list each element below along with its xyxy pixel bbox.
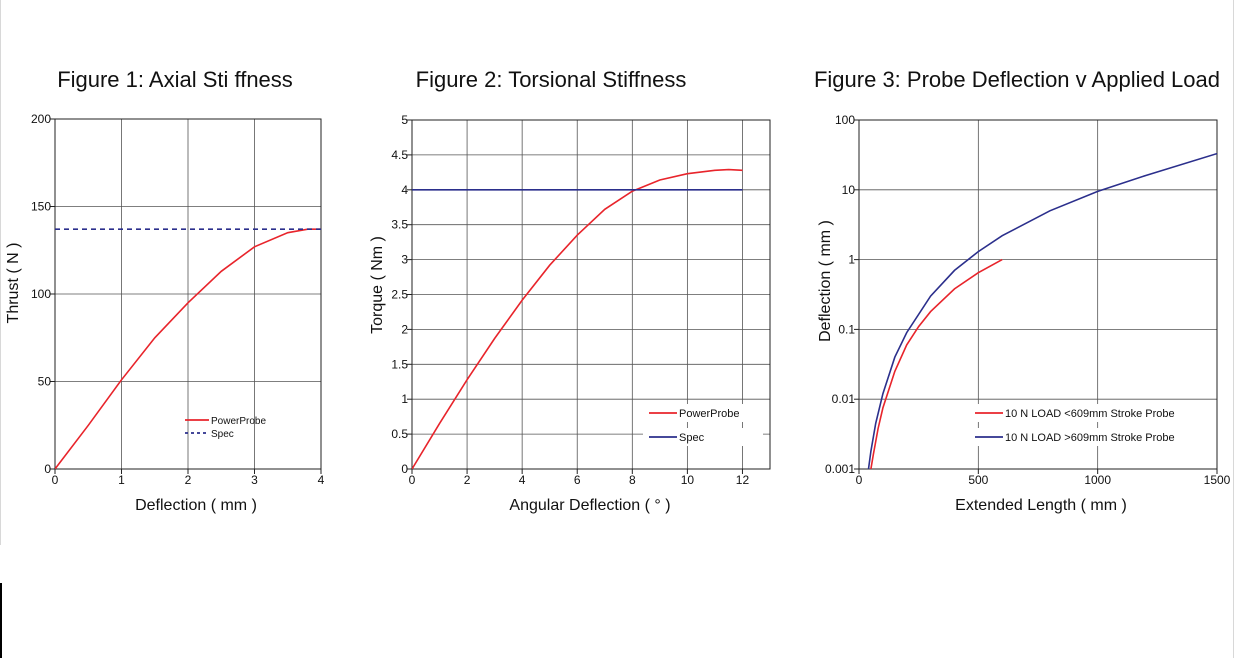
x-tick-label: 4	[318, 473, 325, 487]
x-tick-label: 6	[574, 473, 581, 487]
y-tick-label: 0	[44, 462, 51, 476]
chart-title: Figure 2: Torsional Stiffness	[416, 67, 687, 92]
plot-frame	[411, 119, 771, 470]
y-tick-label: 2	[401, 322, 408, 336]
x-tick-label: 1	[118, 473, 125, 487]
y-tick-label: 1	[401, 392, 408, 406]
y-tick-label: 1	[848, 253, 855, 267]
y-tick-label: 2.5	[391, 288, 408, 302]
x-axis-label: Angular Deflection ( ° )	[509, 497, 670, 514]
legend-label: PowerProbe	[679, 408, 740, 420]
legend-label: Spec	[679, 432, 705, 444]
x-axis-label: Deflection ( mm )	[135, 497, 257, 514]
y-axis-label: Deflection ( mm )	[817, 220, 834, 342]
y-tick-label: 3	[401, 253, 408, 267]
y-tick-label: 150	[31, 200, 51, 214]
y-tick-label: 1.5	[391, 357, 408, 371]
chart-title: Figure 3: Probe Deflection v Applied Loa…	[814, 67, 1220, 92]
series-line-primary	[412, 168, 743, 469]
legend-entry-bg	[643, 404, 763, 422]
y-tick-label: 0	[401, 462, 408, 476]
x-tick-label: 2	[464, 473, 471, 487]
y-tick-label: 0.1	[838, 322, 855, 336]
x-tick-label: 0	[52, 473, 59, 487]
x-tick-label: 0	[856, 473, 863, 487]
y-tick-label: 10	[842, 183, 856, 197]
y-axis-label: Torque ( Nm )	[369, 236, 386, 334]
y-tick-label: 100	[835, 113, 855, 127]
y-tick-label: 3.5	[391, 218, 408, 232]
x-tick-label: 0	[409, 473, 416, 487]
y-tick-label: 4.5	[391, 148, 408, 162]
x-tick-label: 500	[968, 473, 988, 487]
x-axis-label: Extended Length ( mm )	[955, 497, 1127, 514]
y-tick-label: 200	[31, 112, 51, 126]
y-tick-label: 5	[401, 113, 408, 127]
left-border	[0, 0, 1, 545]
x-tick-label: 10	[681, 473, 695, 487]
y-tick-label: 100	[31, 287, 51, 301]
y-tick-label: 50	[38, 375, 52, 389]
y-tick-label: 0.5	[391, 427, 408, 441]
y-tick-label: 0.001	[825, 462, 855, 476]
series-line-primary	[55, 228, 321, 469]
x-tick-label: 4	[519, 473, 526, 487]
left-border-dark	[0, 583, 2, 658]
legend-label: Spec	[211, 429, 234, 440]
legend-entry-bg	[969, 428, 1207, 446]
y-tick-label: 4	[401, 183, 408, 197]
x-tick-label: 3	[251, 473, 258, 487]
y-axis-label: Thrust ( N )	[5, 243, 22, 324]
legend-label: 10 N LOAD >609mm Stroke Probe	[1005, 432, 1175, 444]
legend-label: PowerProbe	[211, 416, 266, 427]
x-tick-label: 1000	[1084, 473, 1111, 487]
series-line-primary	[870, 258, 1003, 469]
plot-frame	[54, 118, 322, 470]
series-line-secondary	[867, 152, 1217, 469]
x-tick-label: 2	[185, 473, 192, 487]
plot-frame	[858, 119, 1218, 470]
legend-entry-bg	[643, 428, 763, 446]
legend-label: 10 N LOAD <609mm Stroke Probe	[1005, 408, 1175, 420]
x-tick-label: 8	[629, 473, 636, 487]
x-tick-label: 12	[736, 473, 750, 487]
chart-title: Figure 1: Axial Sti ffness	[57, 67, 293, 92]
legend-entry-bg	[969, 404, 1207, 422]
y-tick-label: 0.01	[832, 392, 856, 406]
x-tick-label: 1500	[1204, 473, 1231, 487]
